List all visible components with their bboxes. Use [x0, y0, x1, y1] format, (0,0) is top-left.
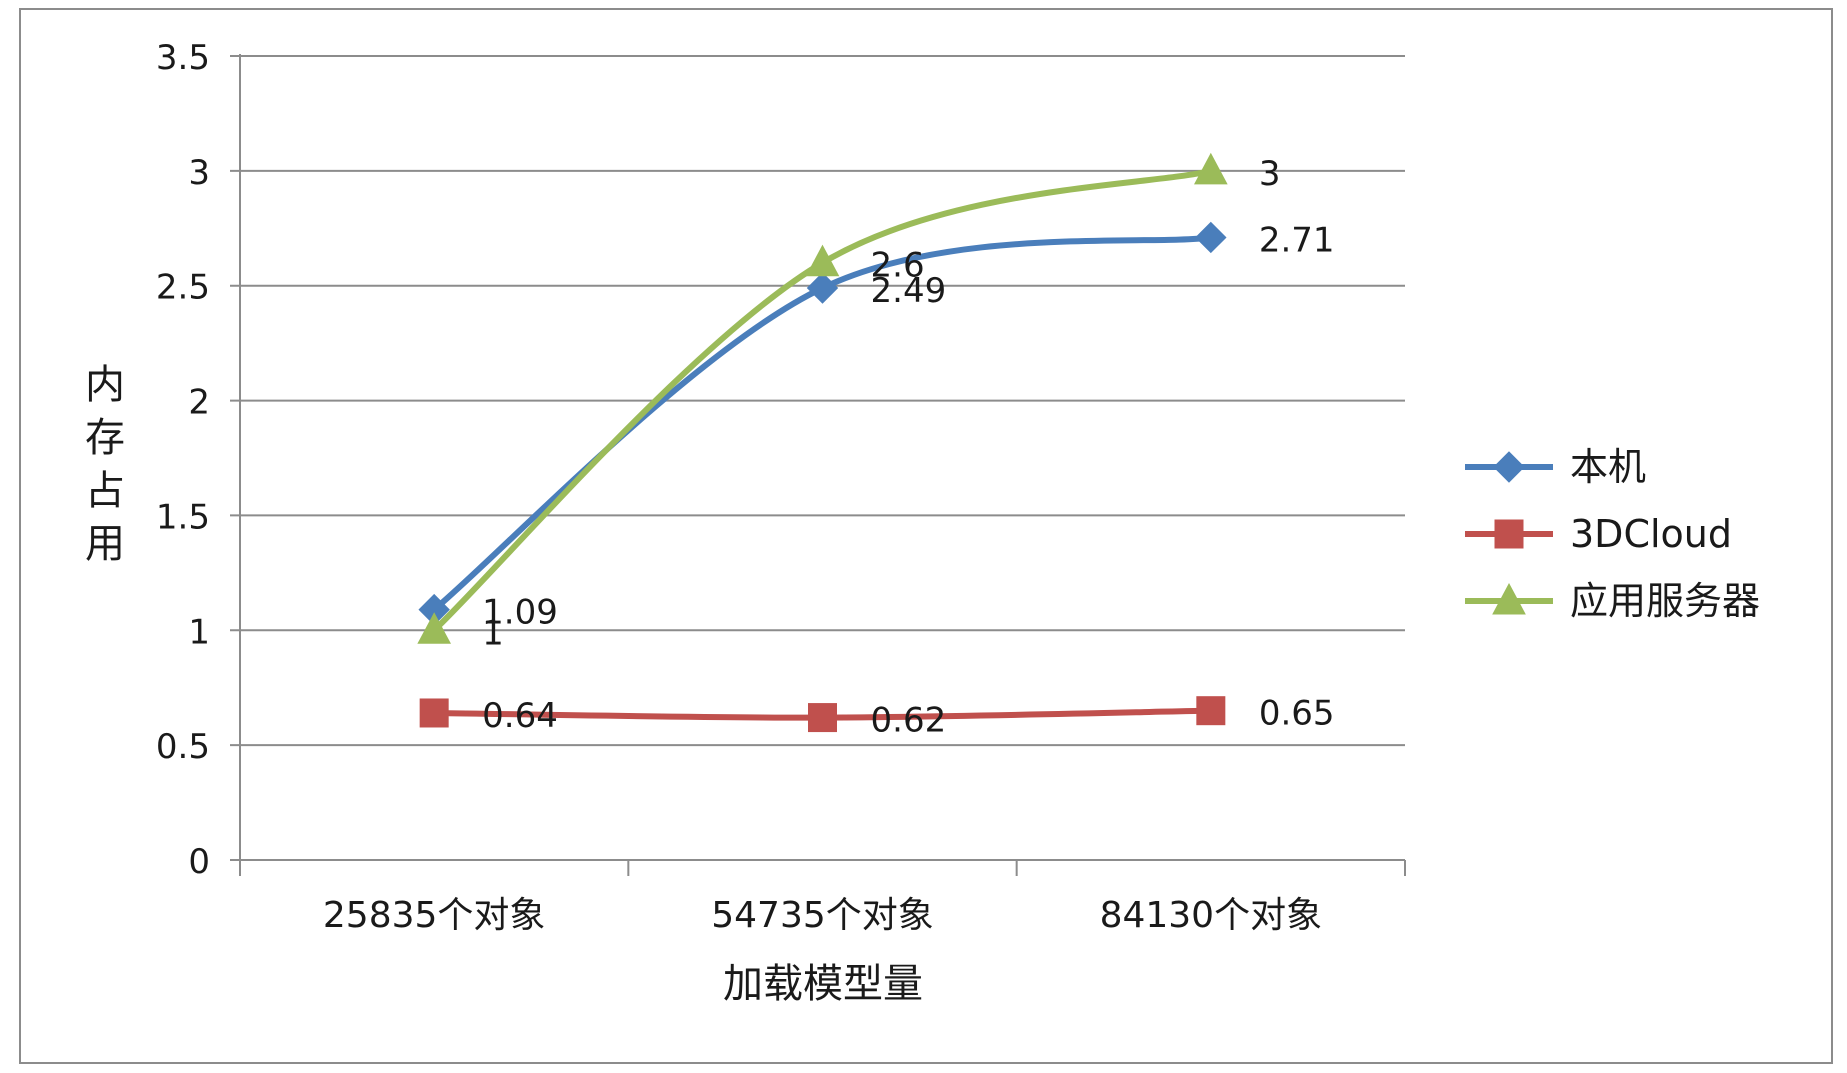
data-label: 0.64: [482, 696, 558, 736]
x-axis-title: 加载模型量: [723, 961, 923, 1007]
data-point-marker: [805, 244, 840, 277]
legend-label: 本机: [1570, 445, 1646, 489]
legend-entry-0: 本机: [1465, 445, 1646, 489]
series-layer: [417, 152, 1228, 733]
y-tick-label: 1: [188, 612, 210, 652]
legend-entry-2: 应用服务器: [1465, 579, 1760, 623]
y-axis-title-char: 占: [85, 468, 125, 514]
legend-marker: [1494, 519, 1524, 549]
data-point-marker: [808, 703, 837, 733]
y-tick-label: 0.5: [156, 727, 210, 767]
data-labels: 1.09 2.49 2.71 0.64 0.62 0.65 1 2.6 3: [482, 154, 1334, 741]
y-tick-label: 2: [188, 383, 210, 423]
x-axis-ticks: 25835个对象 54735个对象 84130个对象: [239, 860, 1406, 936]
data-label: 3: [1259, 154, 1281, 194]
x-tick-label: 54735个对象: [711, 895, 934, 936]
series-1: [419, 696, 1226, 733]
y-axis-ticks: 0 0.5 1 1.5 2 2.5 3 3.5: [156, 38, 210, 882]
data-point-marker: [417, 612, 451, 644]
legend-entry-1: 3DCloud: [1465, 512, 1732, 556]
data-point-marker: [419, 698, 449, 728]
legend-label: 应用服务器: [1570, 579, 1760, 623]
data-label: 0.62: [871, 701, 947, 741]
x-tick-label: 84130个对象: [1100, 895, 1323, 936]
series-2: [417, 152, 1228, 644]
legend: 本机 3DCloud 应用服务器: [1465, 445, 1760, 623]
data-point-marker: [806, 272, 839, 304]
legend-marker: [1492, 582, 1526, 615]
y-tick-label: 2.5: [156, 268, 210, 308]
legend-label: 3DCloud: [1570, 512, 1732, 556]
data-point-marker: [1196, 696, 1226, 726]
y-axis-title-char: 存: [85, 415, 125, 461]
y-tick-label: 3: [188, 153, 210, 193]
data-label: 1.09: [482, 593, 558, 633]
x-tick-label: 25835个对象: [323, 895, 546, 936]
data-label: 2.6: [871, 246, 925, 286]
series-0: [418, 221, 1227, 626]
y-tick-label: 3.5: [156, 38, 210, 78]
data-label: 2.71: [1259, 220, 1335, 260]
y-axis-title-char: 内: [85, 362, 125, 408]
data-label: 1: [482, 613, 504, 653]
data-point-marker: [1194, 152, 1228, 185]
y-axis-title-char: 用: [85, 521, 125, 567]
data-label: 2.49: [871, 271, 947, 311]
data-label: 0.65: [1259, 694, 1335, 734]
y-tick-label: 0: [188, 842, 210, 882]
axes: [239, 54, 1405, 876]
y-tick-label: 1.5: [156, 497, 210, 537]
legend-marker: [1493, 451, 1525, 483]
data-point-marker: [1195, 221, 1227, 254]
